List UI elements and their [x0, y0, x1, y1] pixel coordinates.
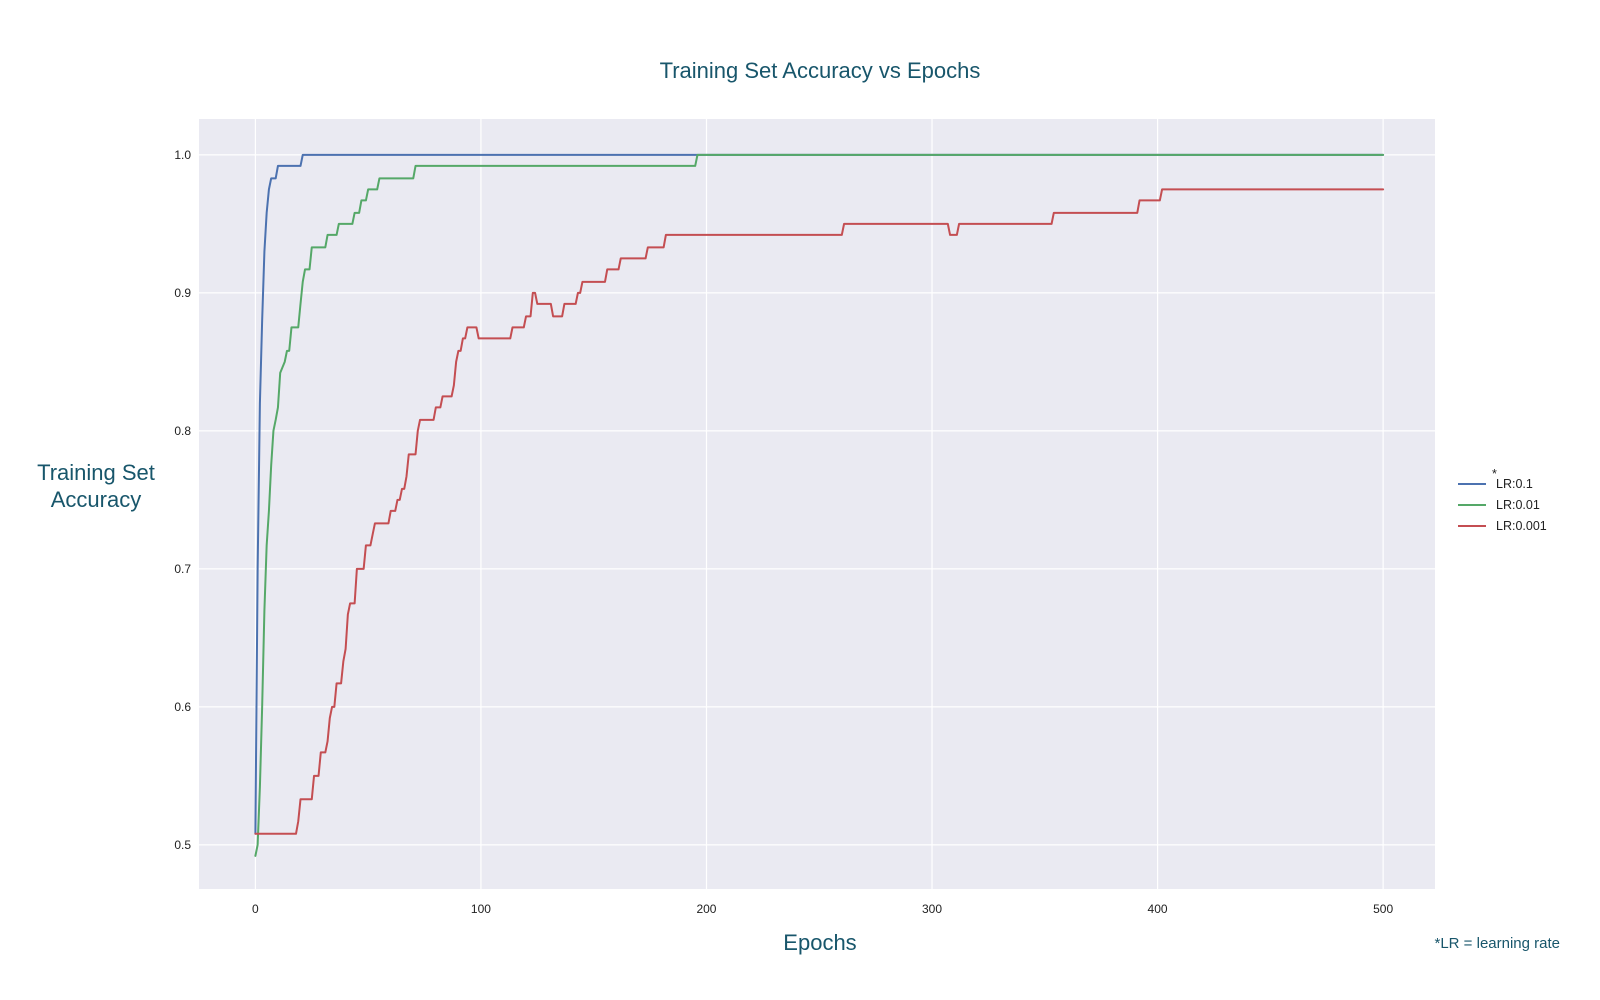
y-tick-label: 0.5 [174, 838, 191, 852]
legend-label: LR:0.1 [1496, 477, 1533, 491]
footnote: *LR = learning rate [1435, 935, 1561, 952]
y-tick-label: 0.8 [174, 424, 191, 438]
y-axis-label-line-1: Training Set [37, 460, 155, 485]
series-line-lr-0-001 [254, 188, 1385, 835]
legend-label: LR:0.001 [1496, 519, 1547, 533]
x-tick-label: 0 [252, 902, 259, 916]
series-line-lr-0-01 [254, 153, 1385, 857]
y-tick-label: 0.9 [174, 286, 191, 300]
series-line-lr-0-1 [254, 153, 1385, 835]
x-tick-label: 200 [696, 902, 716, 916]
y-tick-label: 0.7 [174, 562, 191, 576]
y-axis-ticks: 0.5 0.6 0.7 0.8 0.9 1.0 [174, 148, 191, 852]
x-tick-label: 400 [1148, 902, 1168, 916]
x-tick-label: 500 [1373, 902, 1393, 916]
x-tick-label: 100 [471, 902, 491, 916]
y-tick-label: 0.6 [174, 700, 191, 714]
plot-area [199, 119, 1435, 889]
x-axis-ticks: 0 100 200 300 400 500 [252, 902, 1393, 916]
series-layer [254, 153, 1385, 857]
y-tick-label: 1.0 [174, 148, 191, 162]
legend-asterisk: * [1492, 467, 1497, 481]
x-tick-label: 300 [922, 902, 942, 916]
legend: LR:0.1 LR:0.01 LR:0.001 * [1458, 467, 1547, 533]
legend-label: LR:0.01 [1496, 498, 1540, 512]
x-axis-label: Epochs [783, 930, 856, 955]
y-axis-label-line-2: Accuracy [51, 487, 141, 512]
chart-title: Training Set Accuracy vs Epochs [660, 58, 981, 83]
